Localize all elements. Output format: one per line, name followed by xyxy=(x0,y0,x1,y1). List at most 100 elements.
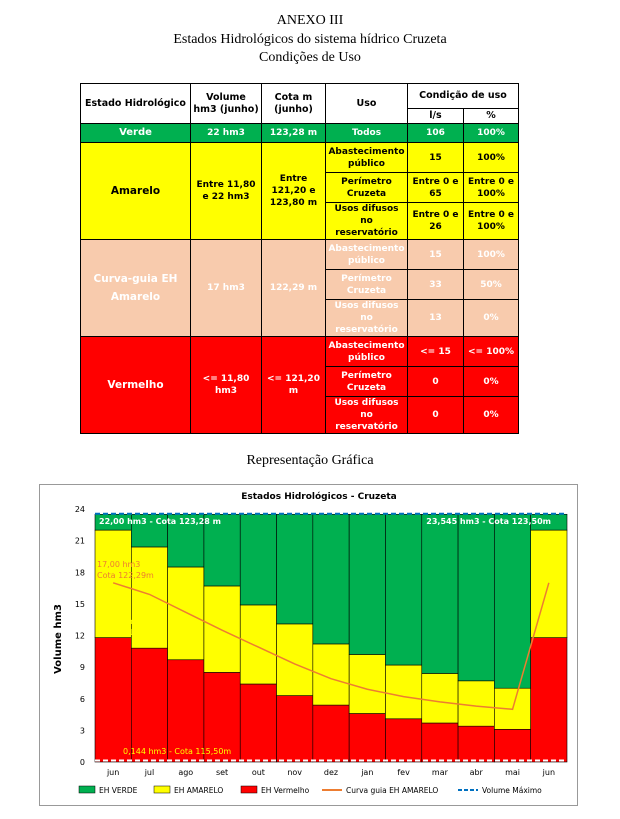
y-tick-label: 6 xyxy=(80,695,85,704)
bar xyxy=(457,680,495,727)
bar xyxy=(276,623,314,696)
title: ANEXO III xyxy=(276,13,344,28)
y-tick-label: 15 xyxy=(75,600,85,609)
percent-cell: Entre 0 e 100% xyxy=(463,172,519,203)
use-cell: Usos difusos no reservatório xyxy=(325,299,408,337)
use-cell: Todos xyxy=(325,123,408,143)
legend-label: EH AMARELO xyxy=(174,786,223,795)
bar xyxy=(312,704,350,763)
x-tick-label: set xyxy=(216,768,228,777)
flow-cell: 0 xyxy=(407,366,464,397)
chart-title: Estados Hidrológicos - Cruzeta xyxy=(241,491,397,502)
x-tick-label: jul xyxy=(144,768,155,777)
bar xyxy=(494,729,531,763)
state-cell: Amarelo xyxy=(80,142,191,240)
bar xyxy=(203,513,241,587)
use-cell: Usos difusos no reservatório xyxy=(325,396,408,434)
state-cell: Curva-guia EH Amarelo xyxy=(80,239,191,337)
x-tick-label: out xyxy=(252,768,265,777)
bar xyxy=(530,637,568,763)
bar xyxy=(167,566,205,661)
bar xyxy=(94,529,132,638)
header-cell: Volume hm3 (junho) xyxy=(190,83,262,124)
annotation: Cota 121,20m xyxy=(97,628,154,637)
header-cell: % xyxy=(463,108,519,124)
percent-cell: <= 100% xyxy=(463,336,519,367)
bar xyxy=(530,513,568,531)
flow-cell: 13 xyxy=(407,299,464,337)
x-tick-label: ago xyxy=(178,768,193,777)
y-tick-label: 24 xyxy=(75,505,85,514)
percent-cell: 100% xyxy=(463,142,519,173)
percent-cell: 100% xyxy=(463,239,519,270)
bar xyxy=(239,604,277,685)
volume-cell: Entre 11,80 e 22 hm3 xyxy=(190,142,262,240)
percent-cell: 50% xyxy=(463,269,519,300)
flow-cell: Entre 0 e 65 xyxy=(407,172,464,203)
x-tick-label: dez xyxy=(324,768,338,777)
annotation: 11,80 hm3 xyxy=(97,617,140,626)
legend-swatch xyxy=(78,785,96,794)
percent-cell: 0% xyxy=(463,299,519,337)
annotation: Cota 122,29m xyxy=(97,571,154,580)
bar xyxy=(276,513,314,625)
use-cell: Usos difusos no reservatório xyxy=(325,202,408,240)
header-cell: l/s xyxy=(407,108,464,124)
volume-cell: <= 11,80 hm3 xyxy=(190,336,262,434)
annotation: 0,144 hm3 - Cota 115,50m xyxy=(123,747,231,756)
cota-cell: <= 121,20 m xyxy=(261,336,326,434)
flow-cell: 15 xyxy=(407,142,464,173)
bar xyxy=(385,718,423,763)
flow-cell: 0 xyxy=(407,396,464,434)
legend-label: Curva guia EH AMARELO xyxy=(346,786,438,795)
chart: Estados Hidrológicos - Cruzeta Volume hm… xyxy=(39,484,578,806)
x-tick-label: mar xyxy=(432,768,449,777)
x-tick-label: jun xyxy=(542,768,555,777)
flow-cell: <= 15 xyxy=(407,336,464,367)
legend-label: Volume Máximo xyxy=(482,786,542,795)
bar xyxy=(385,664,423,720)
annotation: 22,00 hm3 - Cota 123,28 m xyxy=(99,517,221,526)
header-cell: Uso xyxy=(325,83,408,124)
flow-cell: Entre 0 e 26 xyxy=(407,202,464,240)
bar xyxy=(276,695,314,763)
cota-cell: 122,29 m xyxy=(261,239,326,337)
bar xyxy=(348,513,386,655)
flow-cell: 15 xyxy=(407,239,464,270)
header-cell: Cota m (junho) xyxy=(261,83,326,124)
bar xyxy=(131,647,168,763)
state-cell: Verde xyxy=(80,123,191,143)
use-cell: Abastecimento público xyxy=(325,142,408,173)
bar xyxy=(239,513,277,606)
x-tick-label: mai xyxy=(505,768,520,777)
percent-cell: Entre 0 e 100% xyxy=(463,202,519,240)
bar xyxy=(203,672,241,763)
bar xyxy=(421,513,459,674)
bar xyxy=(167,659,205,763)
volume-cell: 22 hm3 xyxy=(190,123,262,143)
bar xyxy=(131,513,168,548)
use-cell: Perímetro Cruzeta xyxy=(325,172,408,203)
percent-cell: 0% xyxy=(463,366,519,397)
section-title: Representação Gráfica xyxy=(246,453,374,468)
bar xyxy=(203,585,241,673)
bar xyxy=(131,546,168,649)
legend-swatch xyxy=(153,785,171,794)
header-cell: Condição de uso xyxy=(407,83,519,109)
state-cell: Vermelho xyxy=(80,336,191,434)
x-tick-label: nov xyxy=(287,768,302,777)
use-cell: Abastecimento público xyxy=(325,239,408,270)
legend-label: EH VERDE xyxy=(99,786,138,795)
use-cell: Perímetro Cruzeta xyxy=(325,366,408,397)
use-cell: Perímetro Cruzeta xyxy=(325,269,408,300)
bar xyxy=(167,513,205,568)
bar xyxy=(494,513,531,689)
table: Estado Hidrológico Volume hm3 (junho) Cota… xyxy=(80,83,519,434)
bar xyxy=(385,513,423,666)
bar xyxy=(94,637,132,763)
subtitle: Estados Hidrológicos do sistema hídrico … xyxy=(173,32,447,47)
flow-cell: 106 xyxy=(407,123,464,143)
bar xyxy=(312,513,350,645)
x-tick-label: abr xyxy=(470,768,484,777)
bar xyxy=(239,683,277,763)
